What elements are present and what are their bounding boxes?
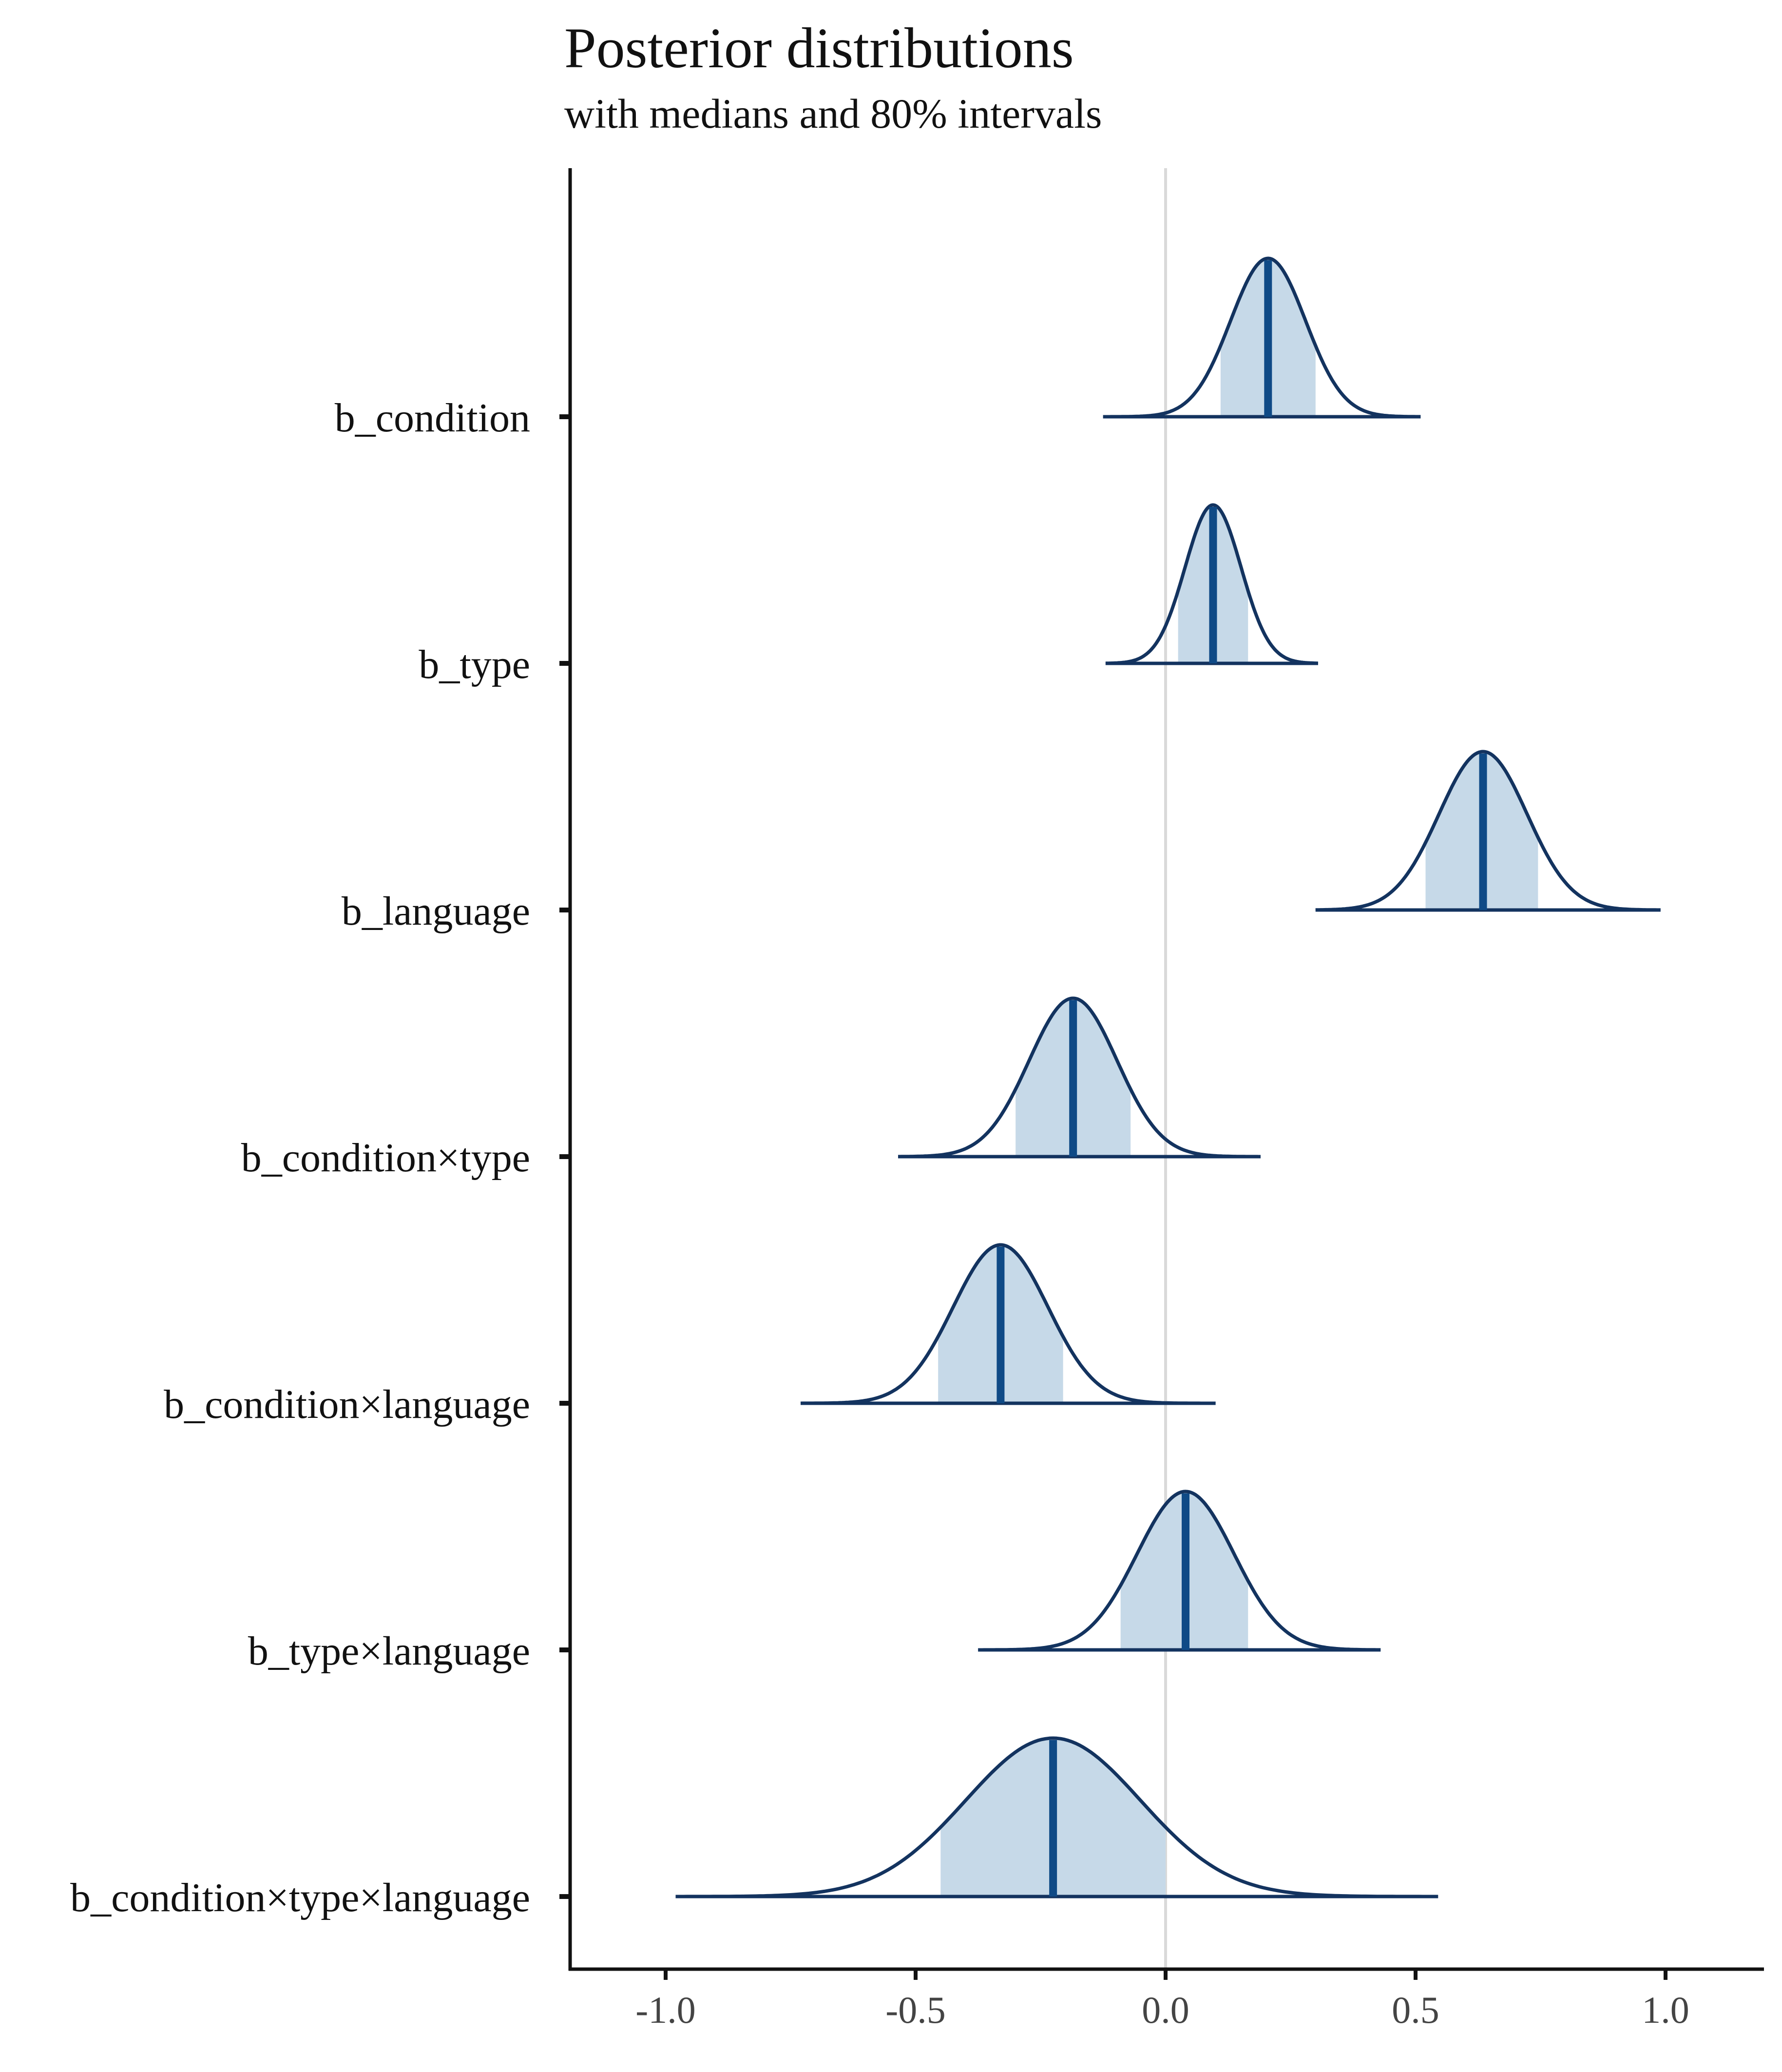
y-tick-label: b_condition×language <box>164 1382 530 1427</box>
y-tick-label: b_condition×type×language <box>70 1875 530 1920</box>
density-1 <box>1103 256 1421 419</box>
density-4 <box>898 996 1261 1159</box>
axis-layer <box>559 168 1764 1980</box>
density-5 <box>800 1243 1216 1405</box>
density-curve <box>1315 750 1661 912</box>
y-axis-labels: b_condition b_type b_language b_condition×t… <box>70 395 530 1920</box>
y-tick-label: b_language <box>342 889 530 934</box>
x-tick-label: 0.5 <box>1392 1989 1439 2031</box>
x-tick-label: -0.5 <box>885 1989 945 2031</box>
density-7 <box>675 1736 1438 1898</box>
chart-subtitle: with medians and 80% intervals <box>564 90 1102 137</box>
density-3 <box>1315 750 1661 912</box>
x-tick-label: 0.0 <box>1142 1989 1189 2031</box>
x-axis-labels: -1.0 -0.5 0.0 0.5 1.0 <box>635 1989 1689 2031</box>
y-tick-label: b_type <box>419 642 530 687</box>
y-tick-label: b_type×language <box>248 1628 530 1674</box>
density-curve <box>675 1736 1438 1898</box>
density-curve <box>978 1490 1381 1652</box>
density-curve <box>898 996 1261 1159</box>
density-2 <box>1105 503 1319 665</box>
chart-title: Posterior distributions <box>564 16 1074 80</box>
x-tick-label: 1.0 <box>1642 1989 1689 2031</box>
y-tick-label: b_condition <box>335 395 530 441</box>
density-curve <box>1103 256 1421 419</box>
density-layer <box>675 256 1661 1898</box>
density-curve <box>1105 503 1319 665</box>
density-6 <box>978 1490 1381 1652</box>
x-tick-label: -1.0 <box>635 1989 695 2031</box>
y-tick-label: b_condition×type <box>241 1135 530 1181</box>
